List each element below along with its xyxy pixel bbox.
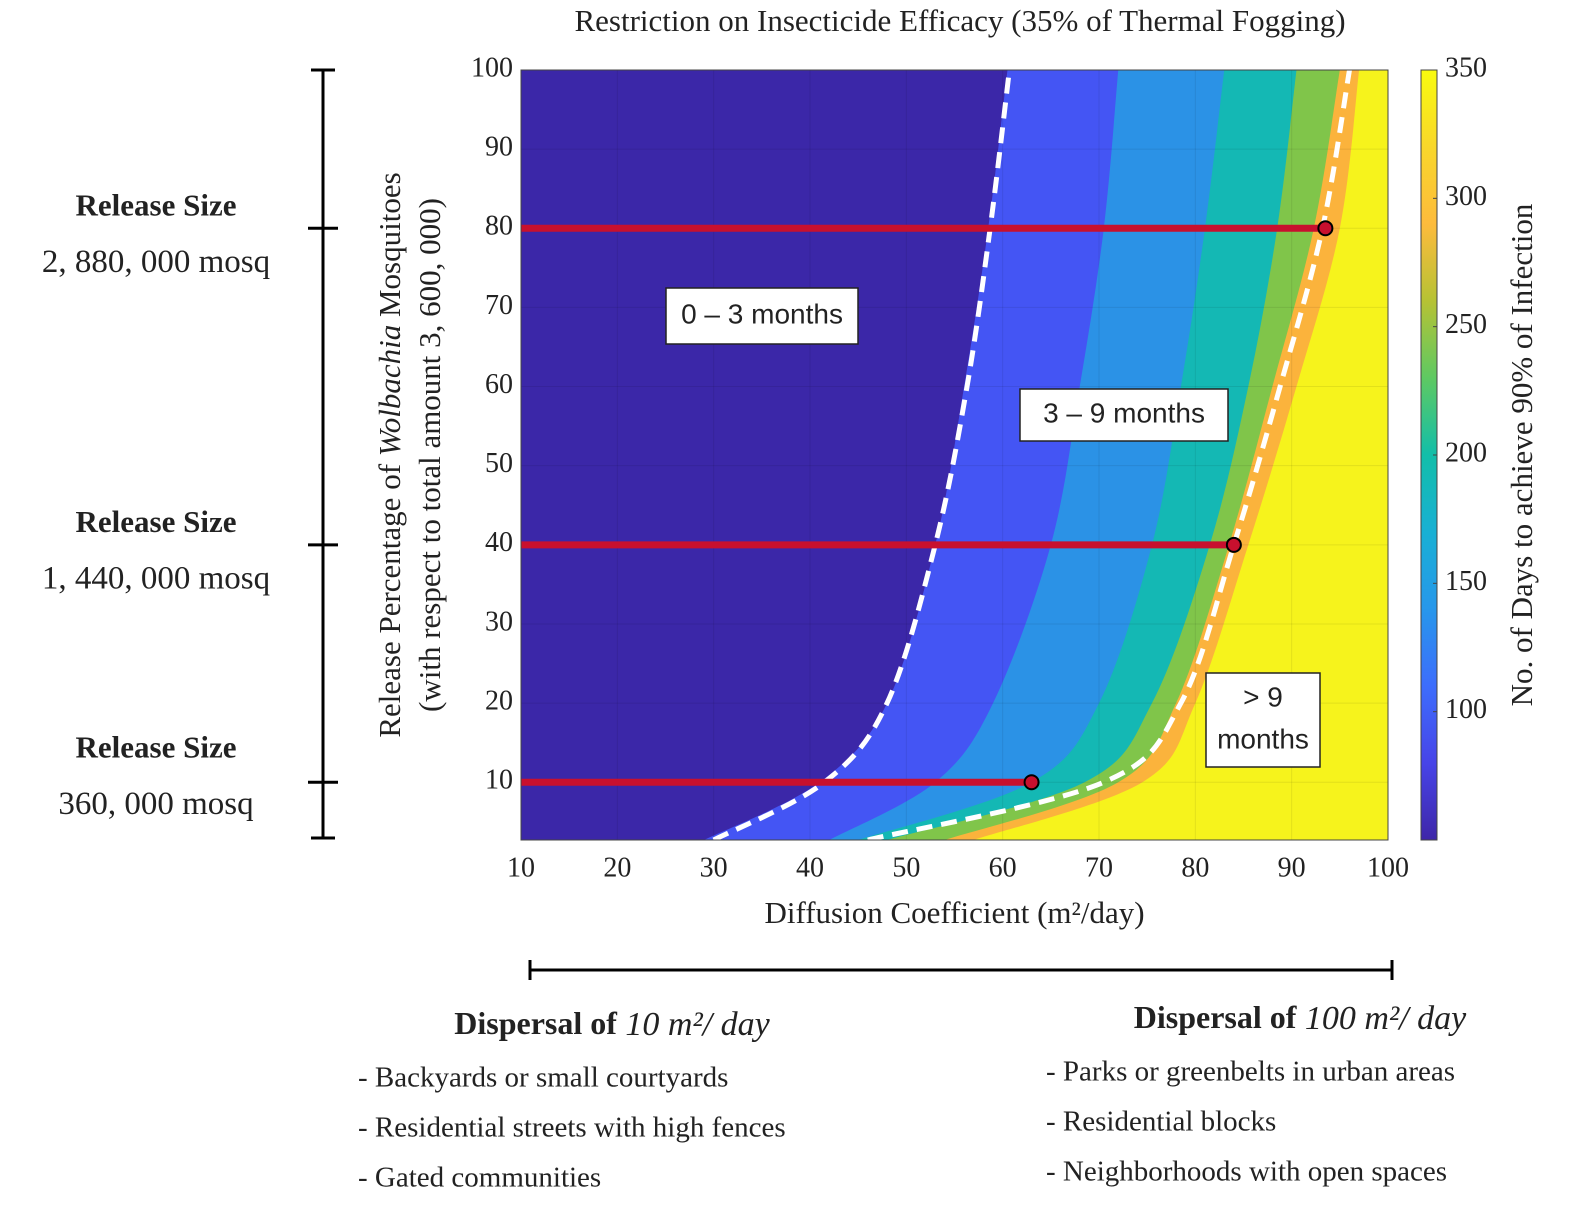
- annotation-text: months: [1217, 723, 1309, 754]
- x-tick-label: 100: [1367, 852, 1409, 883]
- dispersal-heading-text: Dispersal of: [454, 1005, 617, 1041]
- dispersal-item: - Backyards or small courtyards: [358, 1062, 728, 1094]
- x-tick-label: 80: [1181, 852, 1209, 883]
- x-tick-label: 60: [989, 852, 1017, 883]
- overlay: 10 20 30 40 50 60 70 80 90 100 10 20 30 40 50 60 70 80 90 1…: [42, 52, 1539, 1193]
- dispersal-item: - Parks or greenbelts in urban areas: [1046, 1056, 1455, 1088]
- y-axis-label-part: Mosquitoes: [372, 172, 407, 324]
- y-tick-label: 50: [485, 448, 513, 479]
- x-tick-label: 20: [603, 852, 631, 883]
- x-tick-label: 10: [507, 852, 535, 883]
- colorbar-tick-label: 200: [1445, 437, 1487, 468]
- colorbar-tick-label: 250: [1445, 309, 1487, 340]
- release-size-value: 360, 000 mosq: [58, 786, 253, 822]
- y-axis-label-part: Release Percentage of: [372, 463, 407, 737]
- y-tick-label: 20: [485, 686, 513, 717]
- release-size-title: Release Size: [76, 187, 237, 222]
- annotation-box: [1019, 388, 1229, 442]
- dispersal-heading: Dispersal of 10 m²/ day: [454, 1005, 770, 1042]
- dispersal-rate: 100 m²/ day: [1296, 1000, 1467, 1037]
- colorbar-tick-label: 350: [1445, 52, 1487, 83]
- dispersal-item: - Residential blocks: [1046, 1106, 1276, 1138]
- y-tick-label: 90: [485, 132, 513, 163]
- release-size-value: 1, 440, 000 mosq: [42, 560, 270, 596]
- annotation-text: > 9: [1243, 681, 1283, 712]
- release-point: [1317, 220, 1334, 237]
- y-tick-label: 80: [485, 211, 513, 242]
- y-axis-label: Release Percentage of Wolbachia Mosquito…: [372, 172, 407, 737]
- release-size-title: Release Size: [76, 729, 237, 764]
- dispersal-item: - Gated communities: [358, 1162, 601, 1194]
- y-tick-label: 100: [471, 52, 513, 83]
- x-tick-label: 40: [796, 852, 824, 883]
- x-tick-label: 30: [700, 852, 728, 883]
- release-point: [1225, 536, 1242, 553]
- y-tick-label: 40: [485, 527, 513, 558]
- annotation-text: 0 – 3 months: [681, 298, 843, 329]
- y-tick-label: 70: [485, 290, 513, 321]
- dispersal-heading-text: Dispersal of: [1134, 999, 1297, 1035]
- y-axis-label-2: (with respect to total amount 3, 600, 00…: [412, 198, 447, 712]
- dispersal-item: - Neighborhoods with open spaces: [1046, 1156, 1447, 1188]
- colorbar-tick-label: 100: [1445, 694, 1487, 725]
- y-tick-label: 60: [485, 369, 513, 400]
- colorbar-label: No. of Days to achieve 90% of Infection: [1504, 203, 1539, 706]
- x-tick-label: 90: [1278, 852, 1306, 883]
- chart-title: Restriction on Insecticide Efficacy (35%…: [574, 3, 1345, 38]
- release-size-value: 2, 880, 000 mosq: [42, 244, 270, 280]
- dispersal-item: - Residential streets with high fences: [358, 1112, 786, 1144]
- release-point: [1023, 774, 1040, 791]
- dispersal-heading: Dispersal of 100 m²/ day: [1134, 999, 1467, 1036]
- annotation-text: 3 – 9 months: [1043, 397, 1205, 428]
- release-size-title: Release Size: [76, 504, 237, 539]
- x-tick-label: 50: [892, 852, 920, 883]
- x-tick-label: 70: [1085, 852, 1113, 883]
- dispersal-rate: 10 m²/ day: [617, 1006, 771, 1043]
- annotation-box: [665, 287, 859, 345]
- colorbar-tick-label: 150: [1445, 566, 1487, 597]
- annotation-box: [1205, 672, 1321, 768]
- y-tick-label: 10: [485, 765, 513, 796]
- colorbar-tick-label: 300: [1445, 181, 1487, 212]
- x-axis-label: Diffusion Coefficient (m²/day): [764, 895, 1144, 930]
- y-tick-label: 30: [485, 606, 513, 637]
- plot-frame: [520, 69, 1389, 841]
- y-axis-label-part: Wolbachia: [372, 325, 407, 464]
- contour-band: [973, 70, 1388, 840]
